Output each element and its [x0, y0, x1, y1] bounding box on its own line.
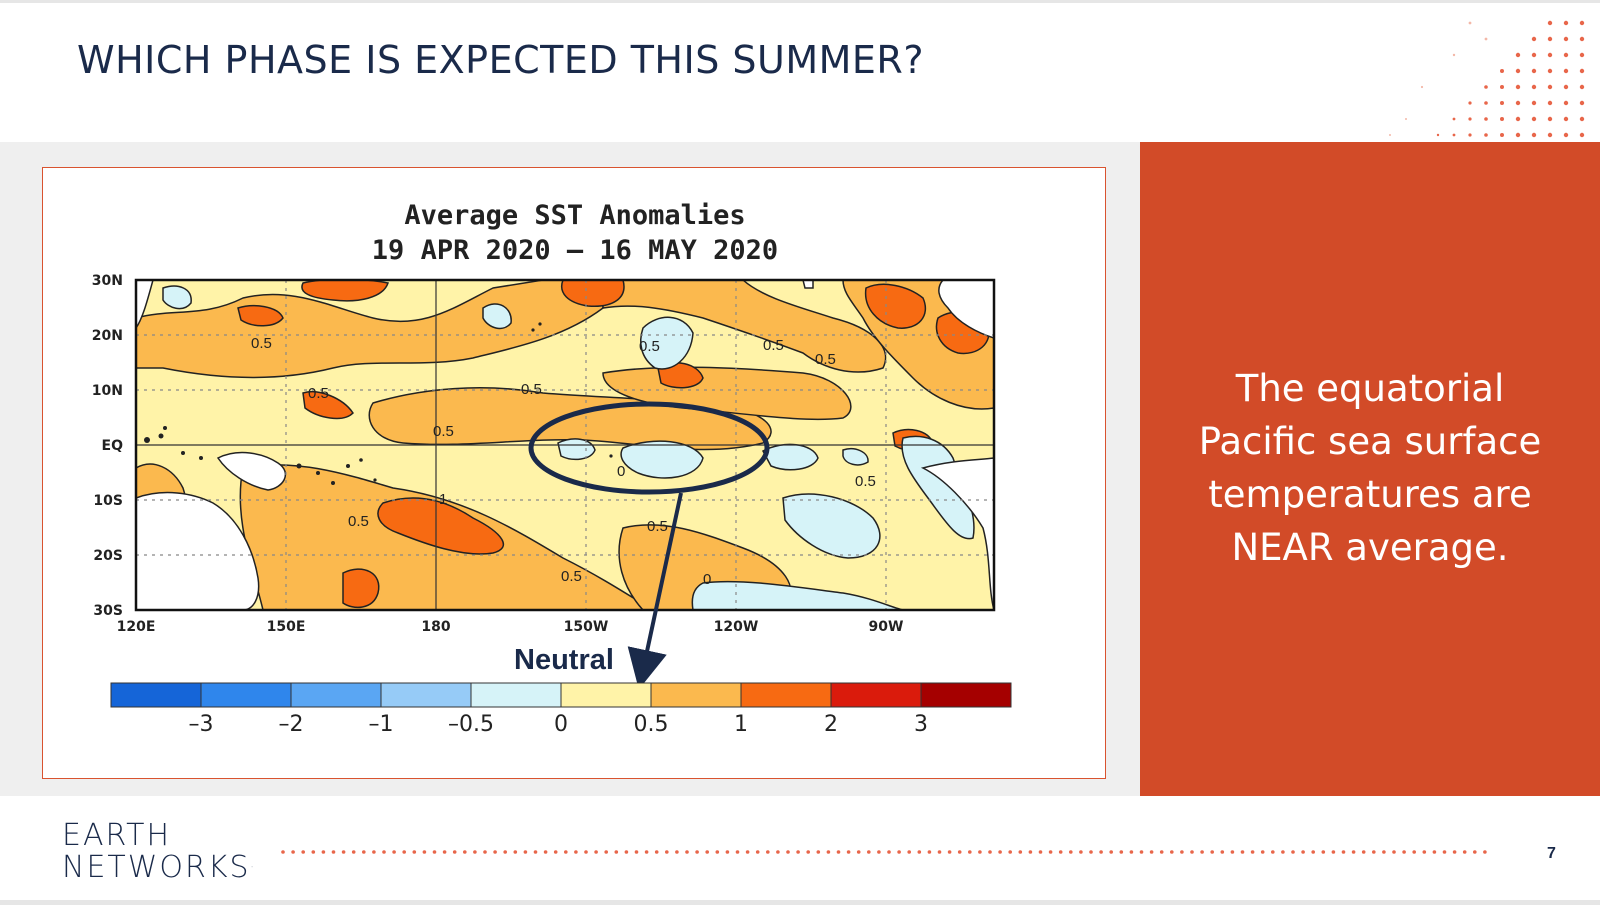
colorbar-swatch	[740, 682, 832, 708]
contour-label: 0.5	[815, 351, 836, 368]
sst-anomaly-map: 0.5 0.5 0.5 0.5 0.5 0.5 0.5 0.5 0.5 0.5 …	[92, 273, 1012, 737]
colorbar-swatch	[290, 682, 382, 708]
slide-title: WHICH PHASE IS EXPECTED THIS SUMMER?	[77, 38, 924, 82]
lat-label: 20N	[92, 328, 123, 344]
lat-label: 10N	[92, 383, 123, 399]
page-number: 7	[1547, 845, 1556, 862]
summary-line: NEAR average.	[1231, 526, 1509, 569]
colorbar-swatch	[470, 682, 562, 708]
lat-label: 10S	[93, 493, 123, 509]
contour-label: 1	[439, 491, 447, 508]
earth-networks-logo: EARTH NETWORKS·	[62, 818, 256, 885]
summary-panel: The equatorial Pacific sea surface tempe…	[1140, 142, 1600, 796]
logo-line-1: EARTH	[62, 818, 172, 853]
map-date-range: 19 APR 2020 – 16 MAY 2020	[371, 235, 779, 266]
colorbar-tick-label: –3	[189, 712, 214, 737]
summary-line: The equatorial	[1235, 367, 1505, 410]
lat-label: 30N	[92, 273, 123, 289]
contour-label: 0.5	[348, 513, 369, 530]
colorbar-tick-label: –2	[279, 712, 304, 737]
summary-text: The equatorial Pacific sea surface tempe…	[1140, 362, 1600, 574]
latitude-axis: 30N 20N 10N EQ 10S 20S 30S	[92, 273, 123, 619]
colorbar-swatch	[200, 682, 292, 708]
colorbar-swatch	[560, 682, 652, 708]
colorbar-tick-label: 0	[554, 712, 568, 737]
contour-label: 0.5	[855, 473, 876, 490]
contour-label: 0.5	[639, 338, 660, 355]
bottom-rule	[0, 900, 1600, 905]
contour-labels: 0.5 0.5 0.5 0.5 0.5 0.5 0.5 0.5 0.5 0.5 …	[251, 335, 876, 588]
colorbar-swatch	[650, 682, 742, 708]
top-rule	[0, 0, 1600, 3]
pacific-islands	[144, 322, 613, 485]
colorbar	[110, 682, 1012, 708]
lon-label: 150W	[564, 619, 609, 635]
contour-label: 0.5	[561, 568, 582, 585]
lon-label: 120W	[714, 619, 759, 635]
map-title: Average SST Anomalies	[404, 200, 746, 231]
contour-label: 0.5	[647, 518, 668, 535]
map-border	[134, 278, 996, 612]
sst-map-figure: Average SST Anomalies 19 APR 2020 – 16 M…	[42, 167, 1106, 779]
contour-label: 0	[617, 463, 625, 480]
summary-line: temperatures are	[1208, 473, 1532, 516]
contour-label: 0.5	[521, 381, 542, 398]
colorbar-tick-label: 0.5	[634, 712, 669, 737]
lon-label: 150E	[267, 619, 306, 635]
lon-label: 180	[421, 619, 450, 635]
map-gridlines	[136, 280, 994, 610]
neutral-annotation: Neutral	[514, 644, 614, 676]
footer-dot-rule	[281, 850, 1487, 854]
colorbar-swatch	[380, 682, 472, 708]
lat-label: 30S	[93, 603, 123, 619]
colorbar-labels: –3 –2 –1 –0.5 0 0.5 1 2 3	[189, 712, 929, 737]
summary-line: Pacific sea surface	[1198, 420, 1542, 463]
contour-label: 0.5	[433, 423, 454, 440]
lat-label: 20S	[93, 548, 123, 564]
colorbar-tick-label: 1	[734, 712, 748, 737]
colorbar-tick-label: –0.5	[448, 712, 494, 737]
annotation-arrow	[627, 492, 683, 690]
longitude-axis: 120E 150E 180 150W 120W 90W	[117, 619, 904, 635]
colorbar-tick-label: 2	[824, 712, 838, 737]
colorbar-swatch	[920, 682, 1012, 708]
contour-label: 0.5	[308, 385, 329, 402]
logo-line-2: NETWORKS	[62, 850, 251, 885]
contour-label: 0.5	[763, 337, 784, 354]
lon-label: 90W	[869, 619, 904, 635]
colorbar-tick-label: 3	[914, 712, 928, 737]
map-reference-lines	[136, 280, 994, 610]
decorative-dot-pattern	[1389, 20, 1585, 138]
colorbar-swatch	[110, 682, 202, 708]
lon-label: 120E	[117, 619, 156, 635]
nino-region-ellipse	[528, 401, 770, 495]
contour-label: 0.5	[251, 335, 272, 352]
contour-label: 0	[703, 571, 711, 588]
lat-label: EQ	[102, 438, 124, 454]
colorbar-tick-label: –1	[369, 712, 394, 737]
colorbar-swatch	[830, 682, 922, 708]
